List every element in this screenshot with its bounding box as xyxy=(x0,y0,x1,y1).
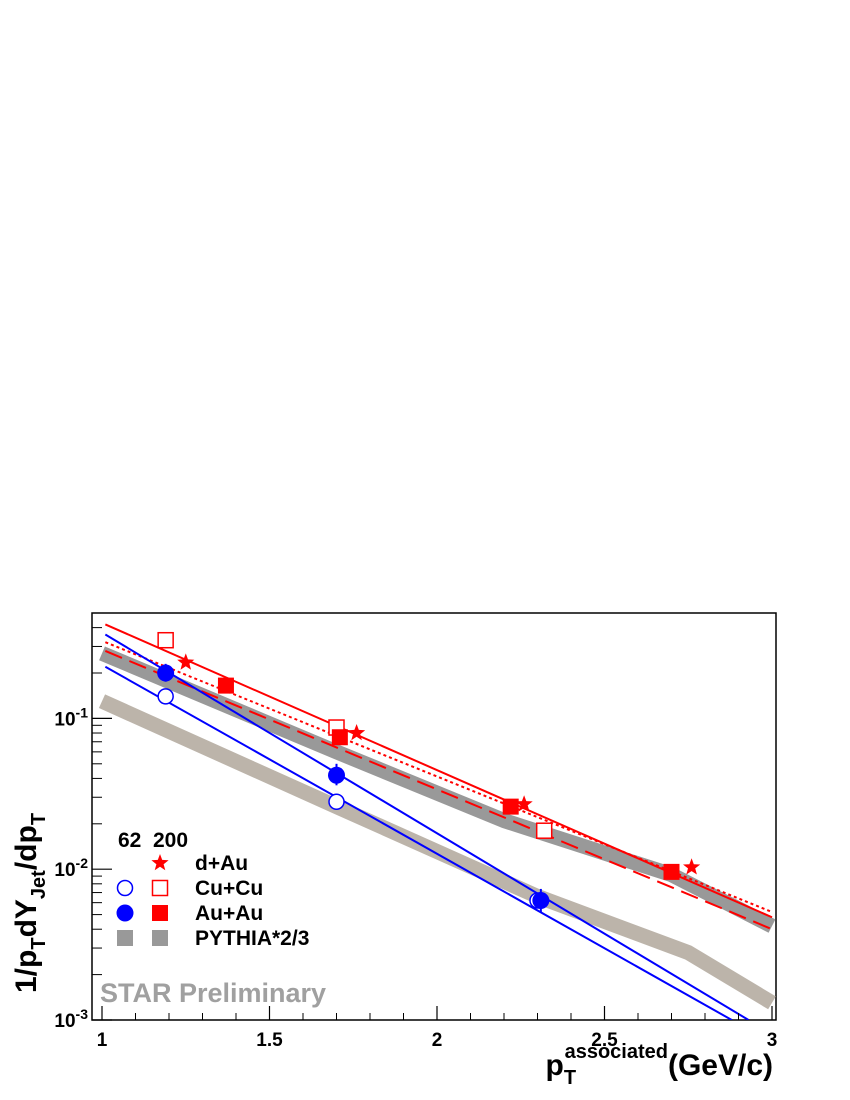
legend-header-62: 62 xyxy=(118,829,141,852)
au-au-62-point-1 xyxy=(328,766,345,784)
legend-label-cucu: Cu+Cu xyxy=(195,877,263,900)
plot-frame xyxy=(91,612,777,1021)
cu-cu-200-point-0 xyxy=(157,631,174,649)
legend-marker-right-1 xyxy=(151,879,169,897)
au-au-200-point-3 xyxy=(663,863,680,880)
pythia-bands xyxy=(98,646,776,1010)
auau-62-fit xyxy=(104,633,750,1020)
cu-cu-200-point-2 xyxy=(535,822,553,839)
x-tick-label-3: 2.5 xyxy=(591,1030,618,1051)
y-tick-label-0: 10-1 xyxy=(54,704,88,730)
cucu-62-fit xyxy=(104,665,733,1020)
fit-lines xyxy=(104,623,773,1020)
legend-marker-right-2 xyxy=(152,905,168,921)
axes: 1 1.5 2 2.5 3 10-1 10-2 10-3 xyxy=(54,612,778,1051)
d-au-200-point-2 xyxy=(515,795,533,812)
y-tick-label-2: 10-3 xyxy=(54,1006,88,1032)
cu-cu-62-point-0 xyxy=(157,688,174,705)
legend-header-200: 200 xyxy=(153,829,188,852)
d-au-200-point-0 xyxy=(177,653,195,670)
x-tick-label-0: 1 xyxy=(97,1030,108,1051)
au-au-62-point-2 xyxy=(532,892,550,910)
y-axis-label: 1/pTdYJet/dpT xyxy=(10,813,50,993)
pythia-200-band xyxy=(99,646,776,933)
x-axis-label: pTassociated(GeV/c) xyxy=(546,1041,773,1089)
au-au-62-point-0 xyxy=(157,664,175,682)
legend-label-auau: Au+Au xyxy=(195,902,263,925)
watermark: STAR Preliminary xyxy=(100,978,326,1008)
legend-marker-left-1 xyxy=(116,879,134,897)
au-au-200-point-1 xyxy=(331,729,348,746)
d-au-200-point-1 xyxy=(348,724,366,741)
legend-markers xyxy=(116,854,169,946)
legend-marker-left-2 xyxy=(116,904,134,922)
au-au-200-point-0 xyxy=(217,677,234,694)
au-au-200-point-2 xyxy=(502,798,519,815)
legend-marker-right-3 xyxy=(152,930,168,946)
y-tick-label-1: 10-2 xyxy=(54,855,88,881)
legend-marker-left-3 xyxy=(117,930,133,946)
dau-200-fit xyxy=(104,623,773,919)
auau-200-fit xyxy=(104,650,773,931)
cu-cu-62-point-1 xyxy=(328,793,345,811)
d-au-200-point-3 xyxy=(683,858,701,875)
legend: 62 200 d+Au Cu+Cu Au+Au PYTHIA*2/3 xyxy=(116,829,309,950)
legend-marker-right-0 xyxy=(151,854,169,871)
legend-label-dau: d+Au xyxy=(195,852,248,875)
x-tick-label-2: 2 xyxy=(432,1030,443,1051)
x-tick-label-1: 1.5 xyxy=(256,1030,283,1051)
data-markers xyxy=(157,631,701,910)
legend-label-pythia: PYTHIA*2/3 xyxy=(195,927,309,950)
x-tick-label-4: 3 xyxy=(767,1030,778,1051)
